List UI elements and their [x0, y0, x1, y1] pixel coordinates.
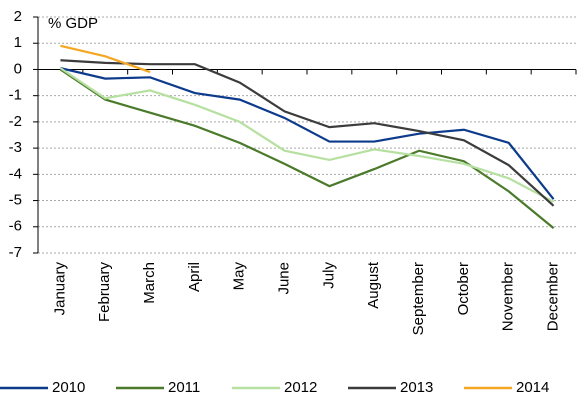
y-tick-label: 0 [14, 60, 22, 77]
x-tick-label: October [455, 262, 472, 315]
series-line [60, 67, 555, 200]
y-tick-label: -5 [9, 192, 22, 209]
y-tick-label: -1 [9, 87, 22, 104]
legend-label: 2013 [400, 379, 433, 396]
x-tick-label: August [365, 261, 382, 309]
y-tick-label: -2 [9, 113, 22, 130]
y-tick-label: 1 [14, 34, 22, 51]
y-tick-label: -3 [9, 139, 22, 156]
x-tick-label: January [51, 262, 68, 316]
series-line [59, 67, 555, 203]
x-tick-label: April [186, 262, 203, 292]
y-axis-label: % GDP [48, 15, 98, 32]
series-line [60, 59, 555, 207]
x-tick-label: July [320, 262, 337, 289]
y-tick-label: -4 [9, 165, 22, 182]
legend-label: 2012 [284, 379, 317, 396]
x-tick-label: June [276, 262, 293, 295]
y-tick-label: -7 [9, 244, 22, 261]
legend-label: 2011 [168, 379, 200, 396]
legend-label: 2010 [52, 379, 85, 396]
x-tick-label: May [231, 262, 248, 291]
x-tick-label: November [500, 262, 517, 331]
y-tick-label: -6 [9, 218, 22, 235]
x-tick-label: December [545, 262, 562, 331]
x-tick-label: September [410, 262, 427, 335]
series-line [60, 44, 151, 74]
y-tick-label: 2 [14, 8, 22, 25]
x-tick-label: February [96, 262, 113, 323]
x-tick-label: March [141, 262, 158, 304]
legend-label: 2014 [516, 379, 549, 396]
